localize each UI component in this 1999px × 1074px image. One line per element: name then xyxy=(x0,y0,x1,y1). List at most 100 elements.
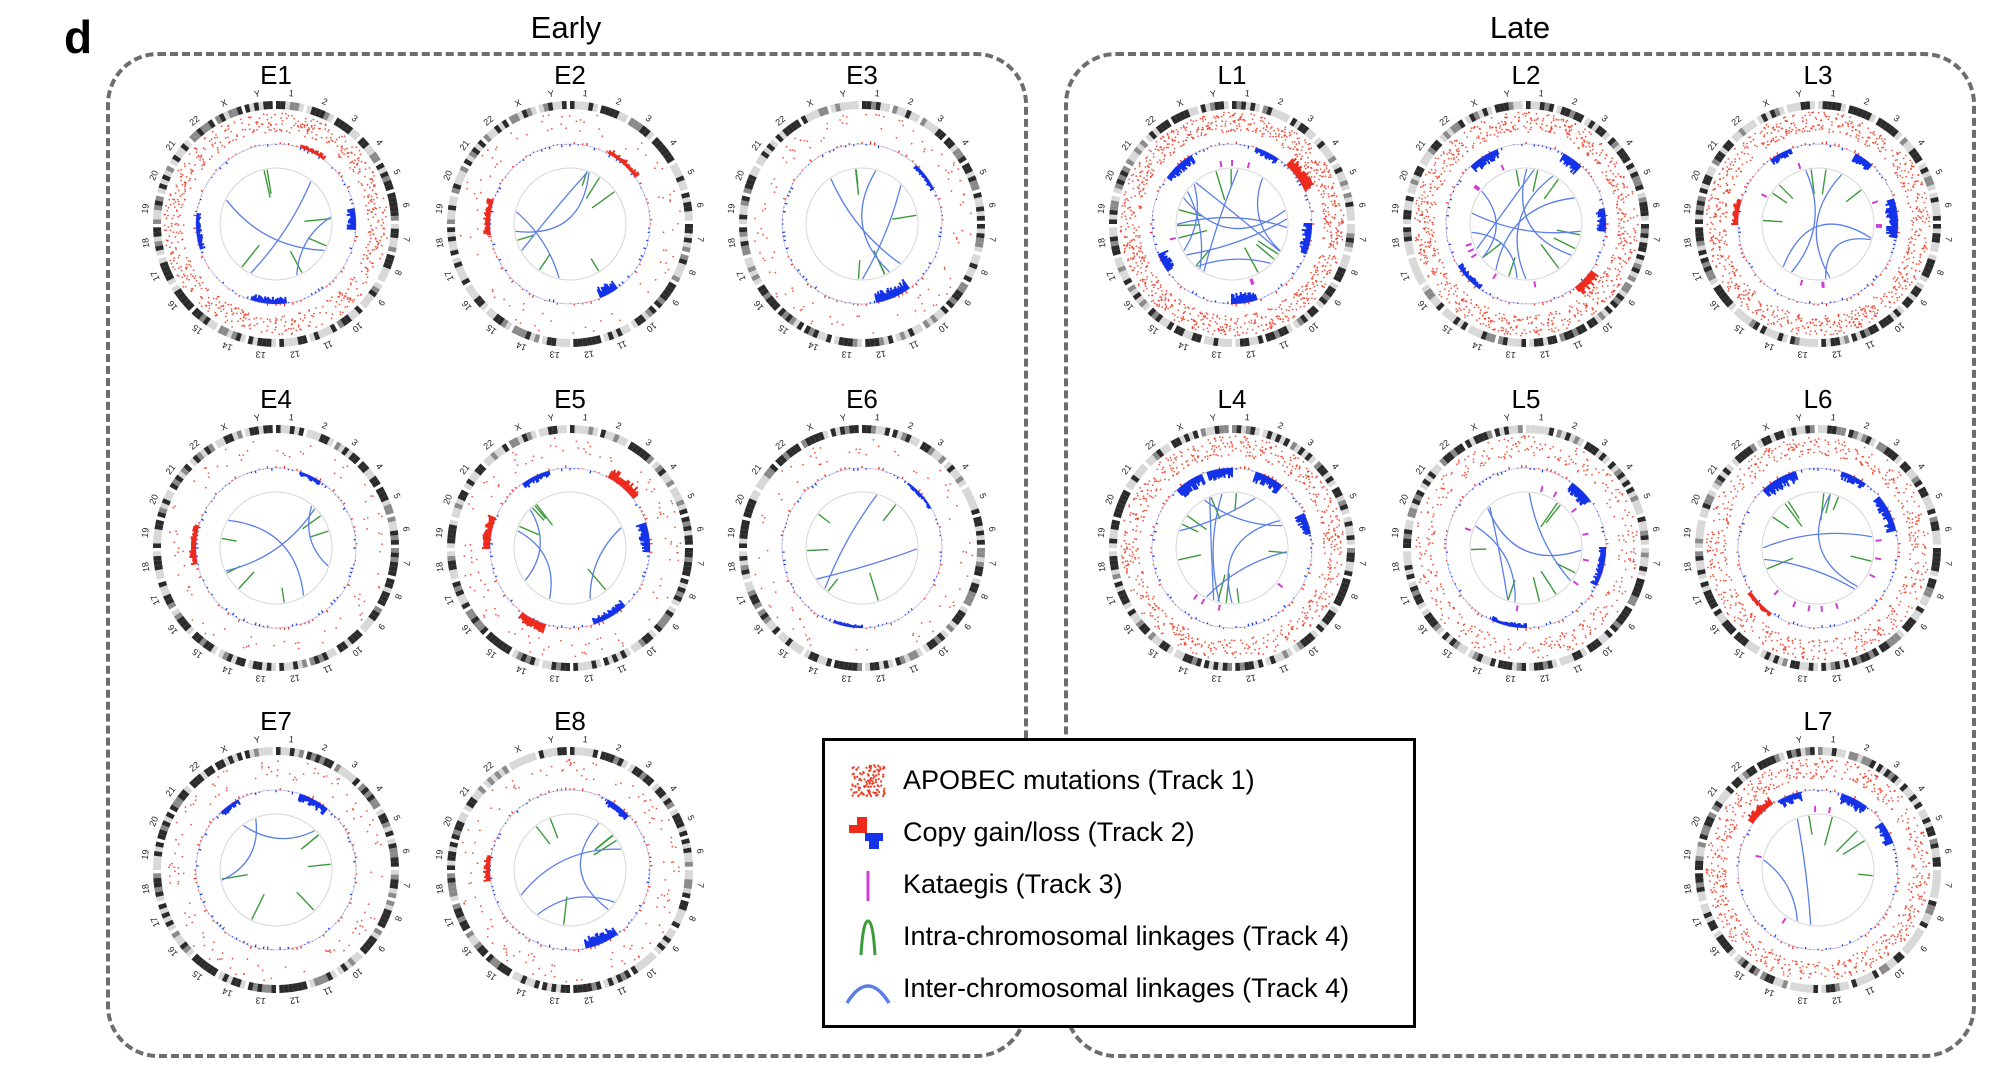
plot-label: L2 xyxy=(1511,60,1541,90)
copy-number-track xyxy=(188,465,358,630)
chromosome-label: 12 xyxy=(1831,673,1842,682)
chromosome-label: 8 xyxy=(1935,268,1946,276)
chromosome-label: Y xyxy=(1503,412,1510,423)
chromosome-label: 21 xyxy=(1705,138,1719,152)
copy-number-track xyxy=(780,465,943,630)
apobec-track xyxy=(754,438,974,651)
chromosome-label: 9 xyxy=(1332,298,1343,308)
chromosome-label: 21 xyxy=(1413,138,1427,152)
chromosome-label: 17 xyxy=(1105,593,1118,606)
plot-label: L3 xyxy=(1803,60,1833,90)
chromosome-label: 7 xyxy=(1943,560,1954,566)
chromosome-label: 4 xyxy=(668,461,679,471)
chromosome-label: 4 xyxy=(1916,461,1927,471)
chromosome-label: 15 xyxy=(1440,647,1454,661)
chromosome-label: X xyxy=(805,97,814,109)
chromosome-label: 16 xyxy=(1416,299,1430,313)
chromosome-label: 22 xyxy=(1729,114,1743,128)
chromosome-label: 17 xyxy=(735,269,748,282)
chromosome-label: 15 xyxy=(1146,323,1160,337)
chromosome-label: 14 xyxy=(1177,340,1190,353)
legend-label: Inter-chromosomal linkages (Track 4) xyxy=(903,973,1350,1003)
copy-number-track xyxy=(482,465,653,634)
chromosome-label: 16 xyxy=(166,945,180,959)
chromosome-label: 19 xyxy=(140,203,151,214)
chromosome-label: 9 xyxy=(670,298,681,308)
chromosome-label: 6 xyxy=(1943,848,1954,854)
chromosome-label: 8 xyxy=(979,268,990,276)
chromosome-label: 11 xyxy=(908,338,921,351)
plot-label: E2 xyxy=(554,60,586,90)
chromosome-label: 18 xyxy=(1682,561,1693,572)
chromosome-label: 2 xyxy=(1862,96,1870,107)
chromosome-label: 13 xyxy=(255,349,266,358)
chromosome-label: 3 xyxy=(1600,113,1610,124)
chromosome-label: 6 xyxy=(695,526,706,532)
chromosome-label: 4 xyxy=(960,461,971,471)
chromosome-label: 16 xyxy=(1708,945,1722,959)
chromosome-label: 18 xyxy=(1682,883,1693,894)
chromosome-label: 2 xyxy=(614,742,622,753)
chromosome-label: 8 xyxy=(687,914,698,922)
kataegis-icon xyxy=(866,871,870,901)
chromosome-label: 13 xyxy=(841,673,852,682)
chromosome-label: 13 xyxy=(255,995,266,1004)
chromosome-label: 1 xyxy=(288,734,294,745)
chromosome-label: 4 xyxy=(960,137,971,147)
chromosome-label: 22 xyxy=(187,114,201,128)
chromosome-label: 21 xyxy=(1119,138,1133,152)
copy-number-track xyxy=(1443,465,1609,631)
chromosome-label: 19 xyxy=(140,527,151,538)
chromosome-label: 12 xyxy=(1245,349,1256,358)
circos-plot-e4: E4 1 2 3 4 5 6 7 8 9 10 11 12 13 14 15 16 17 18 19 20 21 22 X Y xyxy=(136,386,416,682)
plot-label: E4 xyxy=(260,384,292,414)
chromosome-label: 11 xyxy=(1864,984,1877,997)
chromosome-label: 13 xyxy=(549,349,560,358)
copy-number-track xyxy=(1736,788,1900,951)
chromosome-label: 13 xyxy=(841,349,852,358)
chromosome-label: 19 xyxy=(1682,527,1693,538)
chromosome-label: 2 xyxy=(906,96,914,107)
chromosome-label: 3 xyxy=(1892,113,1902,124)
chromosome-label: 15 xyxy=(484,323,498,337)
chromosome-label: 20 xyxy=(147,815,160,828)
chromosome-label: 20 xyxy=(733,169,746,182)
apobec-track xyxy=(1414,111,1639,337)
chromosome-label: 20 xyxy=(1397,169,1410,182)
plot-label: E8 xyxy=(554,706,586,736)
chromosome-label: 6 xyxy=(1651,526,1662,532)
chromosome-label: 17 xyxy=(1691,593,1704,606)
chromosome-label: 1 xyxy=(1830,412,1836,423)
chromosome-label: 7 xyxy=(1357,236,1368,242)
chromosome-label: 8 xyxy=(1935,914,1946,922)
chromosome-label: 9 xyxy=(1626,298,1637,308)
chromosome-label: 8 xyxy=(1349,592,1360,600)
linkage-track xyxy=(219,167,333,281)
chromosome-label: 4 xyxy=(1330,137,1341,147)
chromosome-label: 16 xyxy=(752,299,766,313)
chromosome-label: 2 xyxy=(1570,420,1578,431)
chromosome-label: 1 xyxy=(1830,88,1836,99)
chromosome-label: 9 xyxy=(376,298,387,308)
chromosome-label: 14 xyxy=(1471,340,1484,353)
chromosome-label: 10 xyxy=(645,320,659,334)
chromosome-label: 1 xyxy=(582,88,588,99)
ideogram-ring xyxy=(1695,747,1941,993)
ideogram-ring xyxy=(1695,101,1941,347)
chromosome-label: 22 xyxy=(773,438,787,452)
chromosome-label: 13 xyxy=(1797,995,1808,1004)
chromosome-label: 2 xyxy=(614,420,622,431)
chromosome-label: 16 xyxy=(460,623,474,637)
chromosome-label: 4 xyxy=(374,137,385,147)
chromosome-label: 18 xyxy=(140,883,151,894)
circos-plot-l6: L6 1 2 3 4 5 6 7 8 9 10 11 12 13 14 15 16 17 18 19 20 21 22 X Y xyxy=(1678,386,1958,682)
chromosome-label: 7 xyxy=(987,236,998,242)
chromosome-label: 18 xyxy=(140,237,151,248)
chromosome-label: 9 xyxy=(1332,622,1343,632)
chromosome-label: 8 xyxy=(687,268,698,276)
chromosome-label: 13 xyxy=(255,673,266,682)
chromosome-label: 10 xyxy=(1601,320,1615,334)
